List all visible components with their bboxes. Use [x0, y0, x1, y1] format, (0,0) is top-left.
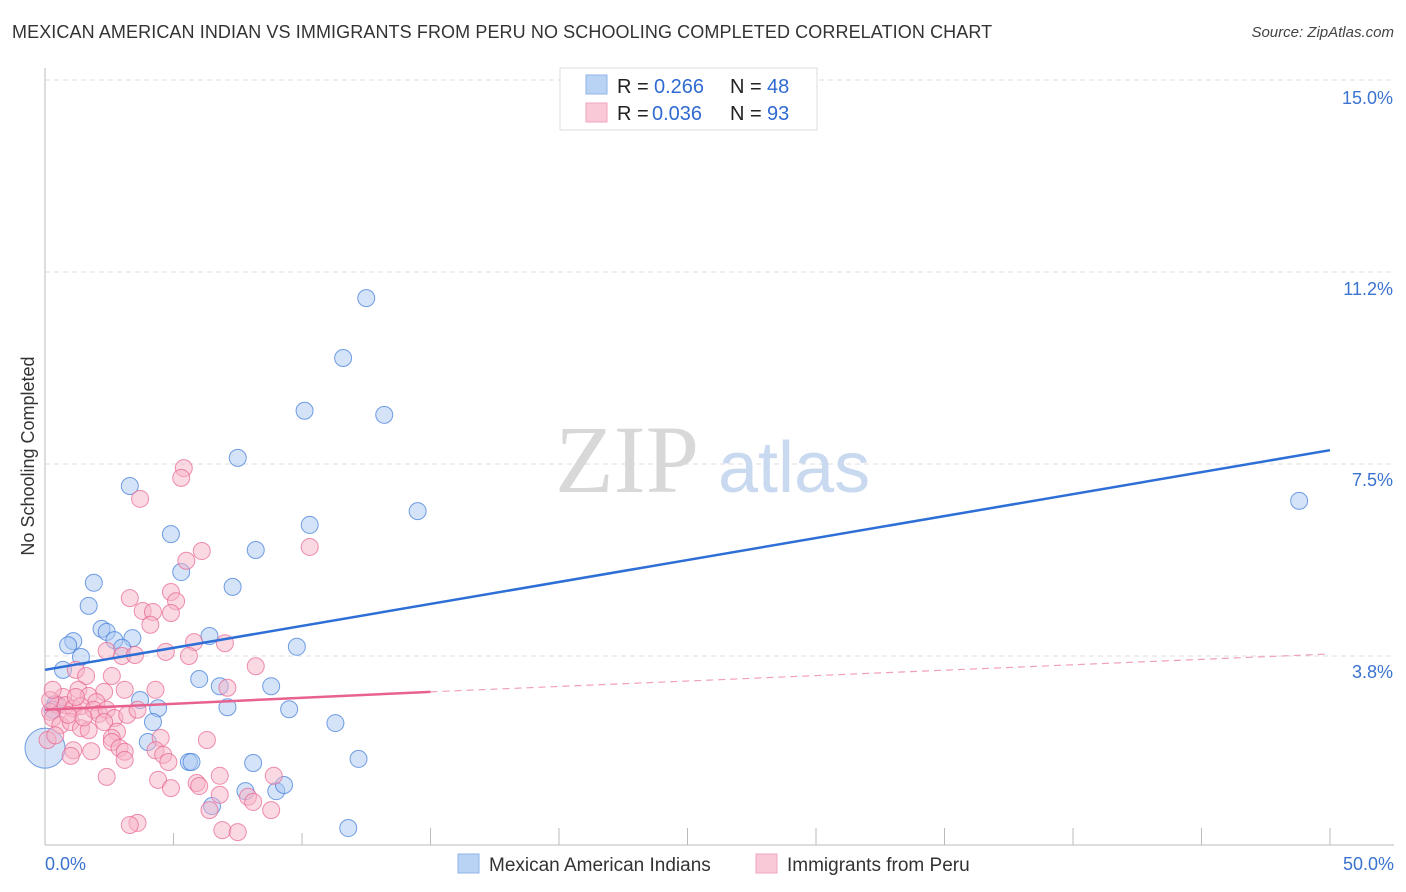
point-immigrants-from-peru [97, 767, 116, 786]
point-immigrants-from-peru [172, 468, 191, 487]
chart-source: Source: ZipAtlas.com [1251, 24, 1394, 41]
point-mexican-american-indians [300, 515, 319, 534]
point-immigrants-from-peru [262, 801, 281, 820]
point-immigrants-from-peru [246, 657, 265, 676]
trendline-immigrants-from-peru [44, 690, 431, 712]
bottom-legend-label-pink: Immigrants from Peru [787, 855, 970, 876]
point-immigrants-from-peru [156, 642, 175, 661]
point-immigrants-from-peru [161, 779, 180, 798]
point-mexican-american-indians [287, 637, 306, 656]
legend-n-label: N = [730, 103, 762, 125]
point-mexican-american-indians [143, 713, 162, 732]
point-mexican-american-indians [262, 677, 281, 696]
point-mexican-american-indians [295, 401, 314, 420]
watermark-zip: ZIP [555, 406, 699, 513]
point-immigrants-from-peru [120, 815, 139, 834]
chart-title: MEXICAN AMERICAN INDIAN VS IMMIGRANTS FR… [12, 22, 993, 42]
point-mexican-american-indians [1290, 491, 1309, 510]
point-immigrants-from-peru [102, 666, 121, 685]
legend-r-value: 0.036 [652, 103, 702, 125]
y-tick-label: 7.5% [1352, 470, 1393, 490]
point-immigrants-from-peru [213, 821, 232, 840]
point-immigrants-from-peru [228, 823, 247, 842]
point-immigrants-from-peru [141, 615, 160, 634]
point-immigrants-from-peru [95, 713, 114, 732]
point-immigrants-from-peru [82, 742, 101, 761]
point-mexican-american-indians [244, 754, 263, 773]
point-immigrants-from-peru [128, 700, 147, 719]
point-mexican-american-indians [223, 577, 242, 596]
y-tick-label: 15.0% [1342, 88, 1393, 108]
legend-n-value: 93 [767, 103, 789, 125]
point-immigrants-from-peru [77, 666, 96, 685]
point-immigrants-from-peru [120, 589, 139, 608]
point-immigrants-from-peru [161, 603, 180, 622]
x-tick-label-min: 0.0% [45, 854, 86, 874]
point-mexican-american-indians [84, 573, 103, 592]
point-mexican-american-indians [59, 636, 78, 655]
point-immigrants-from-peru [46, 726, 65, 745]
point-immigrants-from-peru [61, 746, 80, 765]
point-immigrants-from-peru [244, 792, 263, 811]
point-mexican-american-indians [280, 700, 299, 719]
point-immigrants-from-peru [197, 730, 216, 749]
y-tick-label: 11.2% [1343, 279, 1393, 299]
legend-swatch-pink [585, 102, 608, 123]
point-mexican-american-indians [375, 405, 394, 424]
point-immigrants-from-peru [177, 551, 196, 570]
point-mexican-american-indians [408, 502, 427, 521]
y-axis-title: No Schooling Completed [18, 356, 38, 555]
legend-n-label: N = [730, 76, 762, 98]
point-mexican-american-indians [218, 698, 237, 717]
point-immigrants-from-peru [218, 678, 237, 697]
point-mexican-american-indians [349, 749, 368, 768]
bottom-legend-swatch-blue [457, 853, 480, 874]
legend-r-label: R = [617, 76, 649, 98]
point-immigrants-from-peru [115, 680, 134, 699]
y-tick-label: 3.8% [1352, 662, 1393, 682]
point-mexican-american-indians [357, 289, 376, 308]
legend-swatch-blue [585, 74, 608, 95]
legend: R = 0.266 N = 48 R = 0.036 N = 93 [559, 67, 818, 131]
trendline-mexican-american-indians [44, 448, 1331, 672]
legend-n-value: 48 [767, 76, 789, 98]
point-immigrants-from-peru [210, 785, 229, 804]
point-mexican-american-indians [334, 349, 353, 368]
point-immigrants-from-peru [115, 750, 134, 769]
point-immigrants-from-peru [66, 687, 85, 706]
bottom-legend-label-blue: Mexican American Indians [489, 855, 711, 876]
point-immigrants-from-peru [74, 708, 93, 727]
point-mexican-american-indians [79, 596, 98, 615]
trendline-immigrants-from-peru-extrapolated [430, 653, 1331, 693]
watermark-atlas: atlas [718, 428, 870, 508]
point-mexican-american-indians [120, 477, 139, 496]
point-immigrants-from-peru [146, 680, 165, 699]
point-mexican-american-indians [190, 670, 209, 689]
point-mexican-american-indians [182, 752, 201, 771]
point-immigrants-from-peru [131, 489, 150, 508]
point-immigrants-from-peru [192, 542, 211, 561]
point-mexican-american-indians [326, 714, 345, 733]
bottom-legend-swatch-pink [755, 853, 778, 874]
point-immigrants-from-peru [149, 770, 168, 789]
point-immigrants-from-peru [200, 801, 219, 820]
point-immigrants-from-peru [43, 680, 62, 699]
x-tick-label-max: 50.0% [1343, 854, 1394, 874]
point-immigrants-from-peru [159, 752, 178, 771]
legend-r-value: 0.266 [654, 76, 704, 98]
point-mexican-american-indians [228, 448, 247, 467]
bottom-legend: Mexican American Indians Immigrants from… [457, 853, 970, 876]
point-immigrants-from-peru [210, 766, 229, 785]
point-immigrants-from-peru [300, 537, 319, 556]
point-immigrants-from-peru [97, 641, 116, 660]
point-mexican-american-indians [246, 541, 265, 560]
legend-r-label: R = [617, 103, 649, 125]
point-mexican-american-indians [161, 525, 180, 544]
point-immigrants-from-peru [190, 777, 209, 796]
point-mexican-american-indians [339, 819, 358, 838]
point-immigrants-from-peru [179, 647, 198, 665]
point-immigrants-from-peru [264, 766, 283, 785]
